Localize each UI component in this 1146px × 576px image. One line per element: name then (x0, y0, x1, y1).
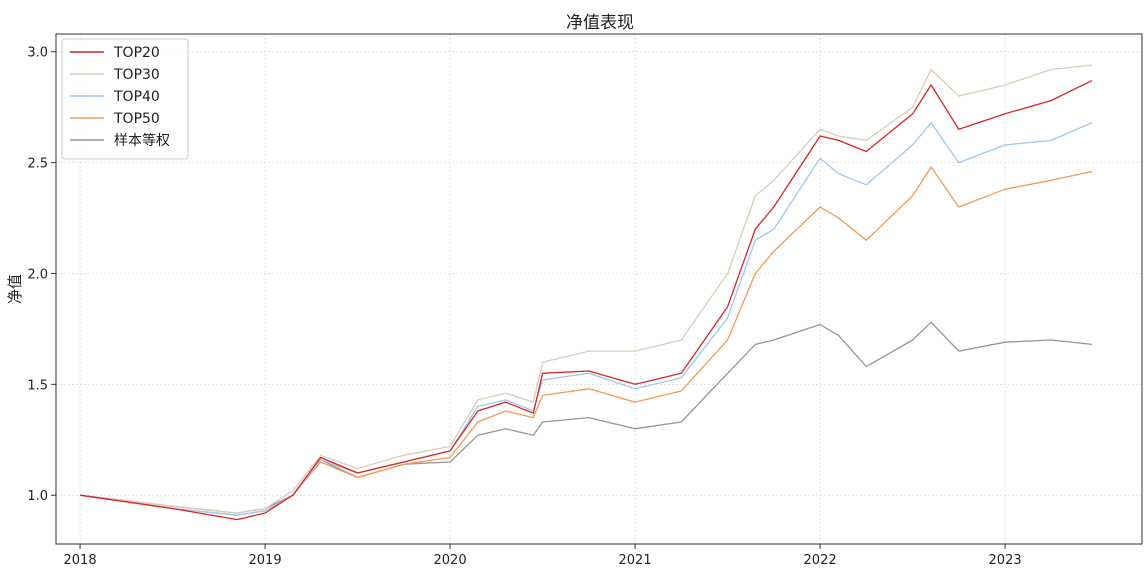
x-tick-label: 2020 (434, 553, 467, 568)
legend-label: TOP40 (113, 89, 160, 105)
y-tick-label: 1.5 (27, 378, 48, 393)
series-line-TOP20 (80, 80, 1093, 521)
y-tick-label: 2.5 (27, 157, 48, 172)
x-tick-label: 2021 (619, 553, 652, 568)
legend-label: 样本等权 (114, 132, 170, 149)
y-axis-label: 净值 (6, 274, 24, 304)
series-line-TOP30 (80, 64, 1093, 514)
series-line-TOP40 (80, 122, 1093, 516)
y-tick-label: 1.0 (27, 489, 48, 504)
grid-layer (56, 34, 1142, 544)
x-tick-label: 2019 (249, 553, 282, 568)
legend-box (61, 38, 189, 160)
y-tick-label: 2.0 (27, 267, 48, 282)
legend-label: TOP30 (113, 67, 160, 83)
chart-title: 净值表现 (566, 13, 634, 33)
plot-frame (55, 33, 1143, 545)
legend-label: TOP50 (113, 111, 160, 127)
x-tick-label: 2018 (64, 553, 97, 568)
x-tick-label: 2023 (989, 553, 1022, 568)
legend: TOP20 TOP30 TOP40 TOP50 样本等权 (61, 38, 189, 160)
x-tick-label: 2022 (804, 553, 837, 568)
series-layer (80, 64, 1093, 521)
series-line-样本等权 (80, 321, 1093, 514)
tick-layer: 2018 2019 2020 2021 2022 2023 1.0 1.5 2.0 2.5 3.0 (27, 46, 1021, 568)
legend-label: TOP20 (113, 45, 160, 61)
legend-items: TOP20 TOP30 TOP40 TOP50 样本等权 (70, 45, 170, 149)
y-tick-label: 3.0 (27, 46, 48, 61)
series-line-TOP50 (80, 166, 1093, 516)
